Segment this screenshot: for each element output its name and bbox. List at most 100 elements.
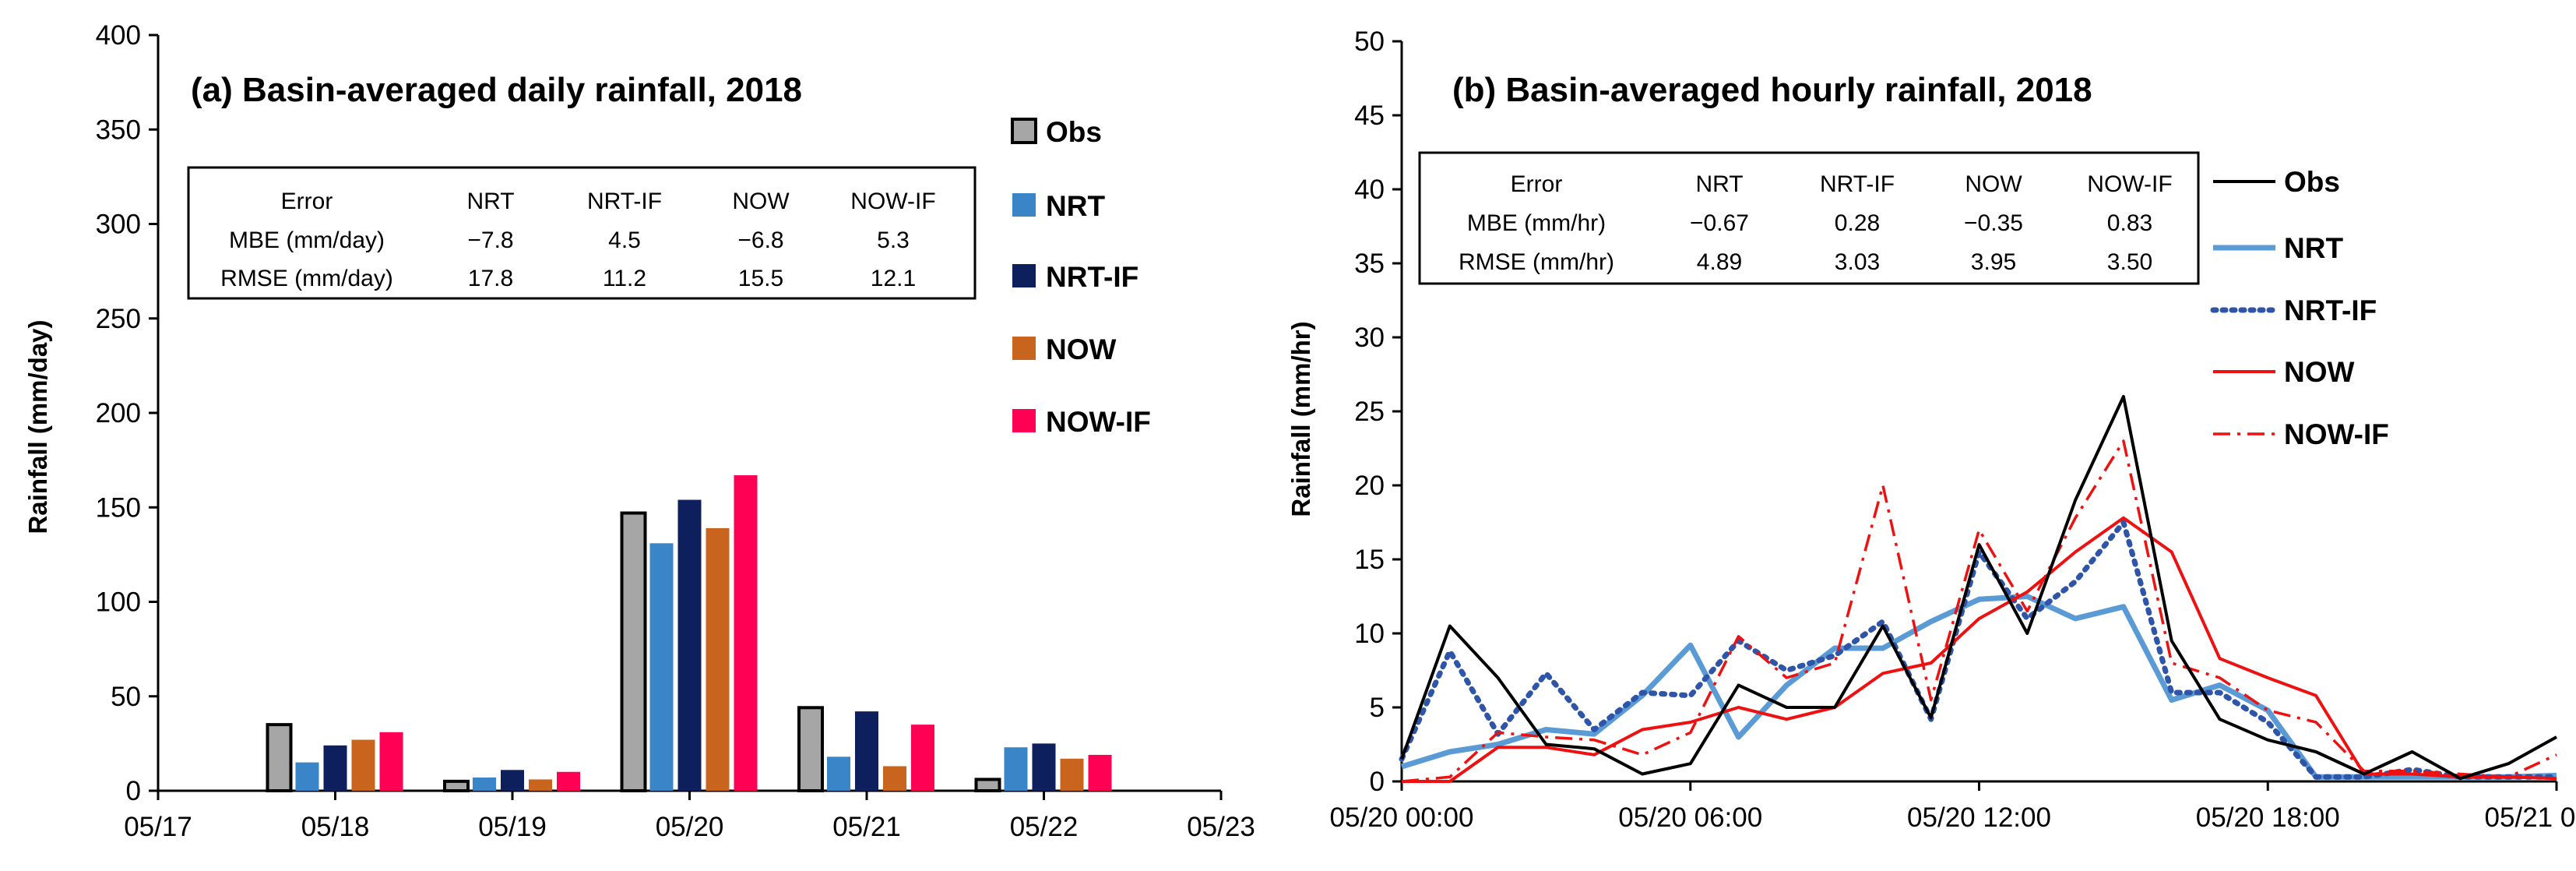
a-bar-now-05-20 xyxy=(706,527,730,791)
b-table-cell: −0.67 xyxy=(1690,210,1749,236)
b-table-cell: 3.03 xyxy=(1835,249,1880,275)
a-legend-label-obs: Obs xyxy=(1046,116,1102,148)
a-bar-nrt-05-19 xyxy=(473,778,496,791)
b-error-table-border xyxy=(1418,151,2200,285)
a-x-tick-label: 05/20 xyxy=(656,812,724,842)
a-bar-now-05-18 xyxy=(351,739,375,791)
a-legend: Obs NRT NRT-IF NOW NOW-IF xyxy=(1011,116,1151,438)
a-bar-obs-05-20 xyxy=(620,511,647,793)
b-table-cell: 0.28 xyxy=(1835,210,1880,236)
b-legend-label-now: NOW xyxy=(2284,356,2355,388)
a-table-header-cell: Error xyxy=(281,189,333,214)
a-table-header-cell: NOW xyxy=(732,189,790,214)
a-x-tick-label: 05/21 xyxy=(832,812,901,842)
b-table-cell: 3.50 xyxy=(2107,249,2152,275)
a-bar-nrt-05-20 xyxy=(649,543,674,791)
a-bar-now-if-05-18 xyxy=(379,732,403,791)
a-error-table: Error NRT NRT-IF NOW NOW-IF MBE (mm/day)… xyxy=(187,166,977,300)
b-table-header-cell: NOW xyxy=(1965,171,2022,197)
b-y-axis-label: Rainfall (mm/hr) xyxy=(1286,321,1315,517)
b-table-cell: MBE (mm/hr) xyxy=(1467,210,1606,236)
b-y-tick-label: 35 xyxy=(1354,249,1385,279)
a-x-tick-label: 05/18 xyxy=(301,812,370,842)
b-y-tick-label: 30 xyxy=(1354,323,1385,353)
b-table-cell: −0.35 xyxy=(1964,210,2023,236)
b-series-line-nrt xyxy=(1400,594,2557,780)
b-table-header-cell: NRT-IF xyxy=(1820,171,1895,197)
a-y-tick-label: 150 xyxy=(96,492,141,523)
a-x-tick-label: 05/22 xyxy=(1010,812,1079,842)
a-bar-now-05-21 xyxy=(883,766,906,791)
a-bar-obs-05-21 xyxy=(797,706,824,792)
a-x-tick-label: 05/19 xyxy=(478,812,547,842)
a-bar-nrt-if-05-22 xyxy=(1032,743,1056,791)
a-y-tick-label: 250 xyxy=(96,304,141,334)
b-table-cell: 0.83 xyxy=(2107,210,2152,236)
a-legend-label-now: NOW xyxy=(1046,333,1117,365)
a-bar-now-if-05-21 xyxy=(911,725,934,791)
a-y-tick-label: 50 xyxy=(111,682,141,712)
a-table-header-cell: NRT-IF xyxy=(587,189,662,214)
a-legend-label-nrt-if: NRT-IF xyxy=(1046,261,1138,293)
b-table-header-cell: NOW-IF xyxy=(2087,171,2172,197)
a-table-cell: RMSE (mm/day) xyxy=(220,266,393,291)
b-y-tick-label: 50 xyxy=(1354,26,1385,57)
a-y-axis-label: Rainfall (mm/day) xyxy=(23,319,52,534)
a-bar-nrt-05-18 xyxy=(295,762,319,791)
b-chart-title: (b) Basin-averaged hourly rainfall, 2018 xyxy=(1452,71,2092,109)
b-y-tick-label: 25 xyxy=(1354,397,1385,427)
a-legend-label-now-if: NOW-IF xyxy=(1046,406,1151,438)
a-bar-nrt-if-05-21 xyxy=(855,711,878,791)
a-table-cell: 15.5 xyxy=(738,266,783,291)
a-table-cell: 11.2 xyxy=(603,266,646,291)
b-y-tick-label: 10 xyxy=(1354,619,1385,649)
b-legend-label-now-if: NOW-IF xyxy=(2284,418,2389,450)
a-y-tick-label: 400 xyxy=(96,20,141,51)
a-y-tick-label: 0 xyxy=(126,776,141,806)
b-table-header-cell: NRT xyxy=(1695,171,1743,197)
a-bar-obs-05-22 xyxy=(974,778,1001,793)
a-bar-nrt-05-22 xyxy=(1004,747,1028,791)
a-legend-label-nrt: NRT xyxy=(1046,190,1105,222)
a-legend-swatch-nrt xyxy=(1012,193,1036,217)
a-table-cell: −7.8 xyxy=(467,227,513,253)
b-table-header-cell: Error xyxy=(1511,171,1563,197)
panel-a-daily-chart: Rainfall (mm/day) (a) Basin-averaged dai… xyxy=(23,20,1255,842)
b-error-table: Error NRT NRT-IF NOW NOW-IF MBE (mm/hr) … xyxy=(1418,151,2200,285)
b-y-tick-label: 5 xyxy=(1370,693,1385,723)
b-legend-label-obs: Obs xyxy=(2284,166,2340,198)
b-table-cell: RMSE (mm/hr) xyxy=(1459,249,1614,275)
b-legend: Obs NRT NRT-IF NOW NOW-IF xyxy=(2210,166,2389,450)
b-y-tick-label: 15 xyxy=(1354,545,1385,575)
a-y-tick-label: 200 xyxy=(96,398,141,428)
b-table-cell: 3.95 xyxy=(1971,249,2016,275)
a-bar-nrt-05-21 xyxy=(827,756,850,791)
a-bar-nrt-if-05-19 xyxy=(501,770,524,791)
b-y-tick-label: 20 xyxy=(1354,471,1385,501)
a-bar-now-05-22 xyxy=(1060,758,1084,791)
b-series-line-obs xyxy=(1400,395,2557,781)
a-bar-nrt-if-05-20 xyxy=(677,499,702,791)
b-x-tick-label: 05/20 18:00 xyxy=(2196,802,2340,833)
a-table-cell: 12.1 xyxy=(871,266,916,291)
a-chart-title: (a) Basin-averaged daily rainfall, 2018 xyxy=(191,71,802,109)
b-x-tick-label: 05/21 00:00 xyxy=(2485,802,2576,833)
a-bar-obs-05-18 xyxy=(266,723,293,792)
b-y-tick-label: 45 xyxy=(1354,100,1385,131)
a-x-tick-label: 05/17 xyxy=(124,812,192,842)
b-legend-label-nrt-if: NRT-IF xyxy=(2284,294,2377,326)
a-y-tick-label: 300 xyxy=(96,210,141,240)
b-x-tick-label: 05/20 12:00 xyxy=(1907,802,2051,833)
a-table-header-cell: NOW-IF xyxy=(850,189,935,214)
b-y-tick-label: 0 xyxy=(1370,767,1385,797)
a-legend-swatch-nrt-if xyxy=(1012,264,1036,287)
a-table-cell: 4.5 xyxy=(608,227,641,253)
a-bar-obs-05-19 xyxy=(443,779,470,792)
a-bar-now-05-19 xyxy=(529,779,552,791)
a-legend-swatch-now-if xyxy=(1012,409,1036,432)
b-x-tick-label: 05/20 00:00 xyxy=(1330,802,1474,833)
b-series-line-now-if xyxy=(1401,439,2557,783)
a-bar-now-if-05-19 xyxy=(557,771,580,791)
a-y-tick-label: 100 xyxy=(96,587,141,618)
